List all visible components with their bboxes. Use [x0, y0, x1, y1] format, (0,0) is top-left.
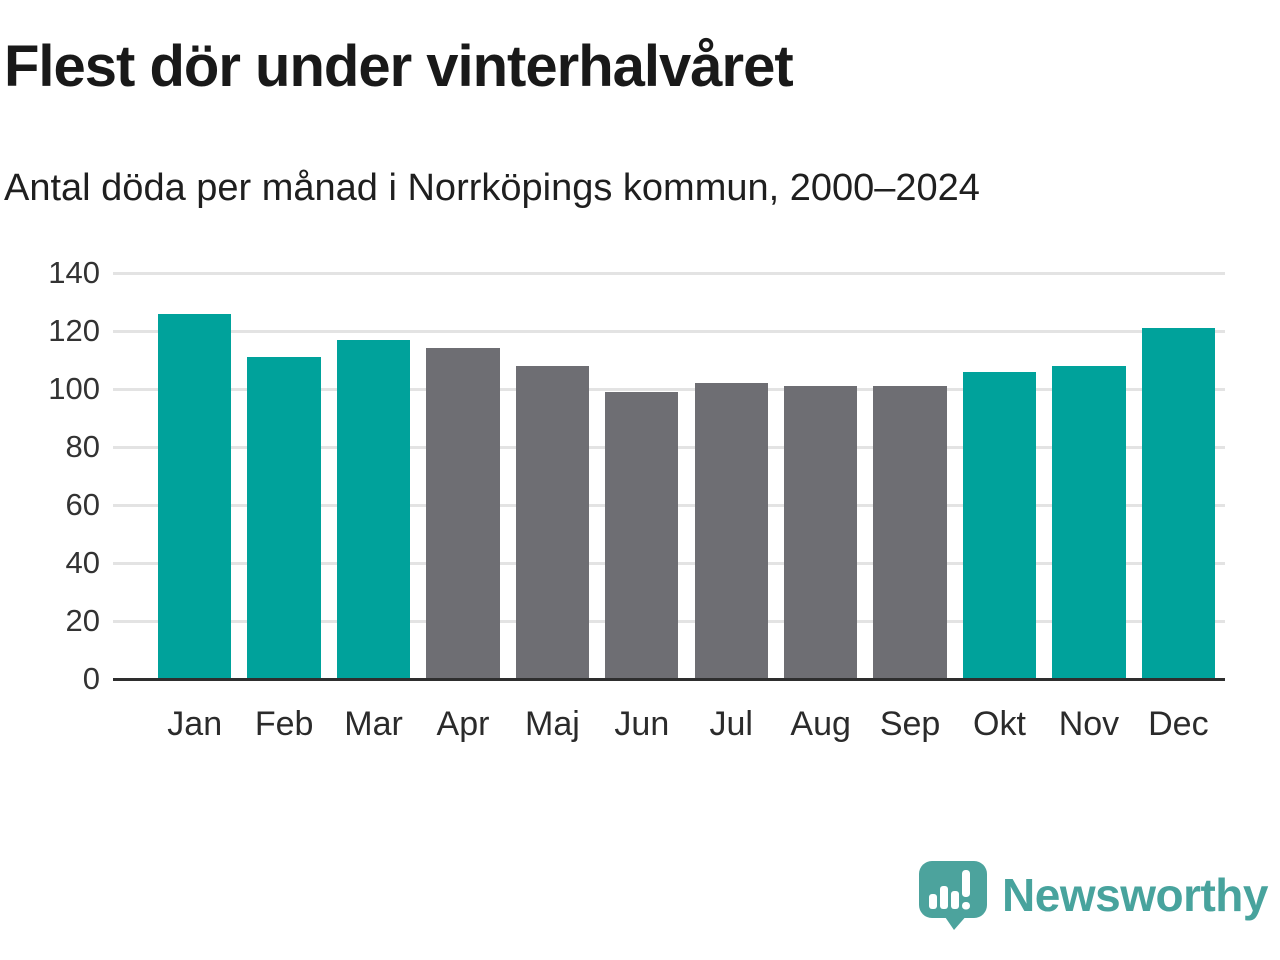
x-axis-label-nov: Nov	[1058, 705, 1120, 743]
x-axis-label-jun: Jun	[614, 705, 670, 743]
y-axis-label-40: 40	[65, 545, 100, 580]
bar-apr	[426, 348, 500, 679]
bar-sep	[873, 386, 947, 679]
x-axis-label-aug: Aug	[790, 705, 851, 743]
bar-maj	[515, 365, 590, 679]
chart-subtitle: Antal döda per månad i Norrköpings kommu…	[4, 167, 980, 209]
bar-series	[150, 273, 1223, 679]
bar-feb	[247, 357, 321, 679]
bar-nov	[1052, 365, 1126, 679]
bar-dec	[1141, 328, 1215, 679]
bar-aug	[784, 386, 858, 679]
y-axis-label-80: 80	[65, 429, 100, 464]
bar-slot-jun	[597, 273, 686, 679]
x-axis-label-feb: Feb	[254, 705, 314, 743]
x-axis-label-dec: Dec	[1148, 705, 1209, 743]
bar-slot-jan	[150, 273, 239, 679]
bar-slot-jul	[687, 273, 776, 679]
bar-slot-apr	[418, 273, 507, 679]
bar-slot-mar	[329, 273, 418, 679]
x-axis-labels: Jan Feb Mar Apr Maj Jun Jul Aug Sep Okt Nov Dec	[150, 702, 1223, 746]
newsworthy-logo-icon	[919, 861, 988, 930]
bar-slot-aug	[776, 273, 865, 679]
x-axis-baseline	[113, 677, 1225, 681]
y-axis-label-60: 60	[65, 487, 100, 522]
bar-slot-okt	[955, 273, 1044, 679]
bar-slot-dec	[1134, 273, 1223, 679]
x-axis-label-maj: Maj	[525, 705, 580, 743]
x-axis-label-sep: Sep	[879, 705, 941, 743]
x-axis-label-okt: Okt	[973, 705, 1026, 743]
y-axis-label-0: 0	[82, 661, 100, 696]
gridline-140	[113, 271, 1225, 275]
brand-name: Newsworthy	[1002, 869, 1268, 921]
y-axis-label-140: 140	[48, 255, 100, 290]
x-axis-label-mar: Mar	[344, 705, 403, 743]
x-axis-label-jan: Jan	[167, 705, 223, 743]
plot-area	[113, 271, 1225, 681]
bar-mar	[336, 339, 411, 679]
bar-slot-maj	[508, 273, 597, 679]
gridline-100	[113, 387, 1225, 391]
y-axis-label-100: 100	[48, 371, 100, 406]
x-axis-label-apr: Apr	[436, 705, 490, 743]
y-axis-label-120: 120	[48, 313, 100, 348]
chart-title: Flest dör under vinterhalvåret	[4, 34, 794, 99]
brand-footer: Newsworthy	[918, 860, 1268, 930]
bar-slot-feb	[239, 273, 328, 679]
bar-jun	[605, 391, 679, 679]
bar-okt	[962, 371, 1037, 679]
y-axis-label-20: 20	[65, 603, 100, 638]
bar-slot-nov	[1044, 273, 1133, 679]
bar-slot-sep	[865, 273, 954, 679]
x-axis-label-jul: Jul	[709, 705, 753, 743]
bar-jan	[158, 313, 232, 679]
gridline-120	[113, 329, 1225, 333]
bar-jul	[694, 383, 768, 679]
